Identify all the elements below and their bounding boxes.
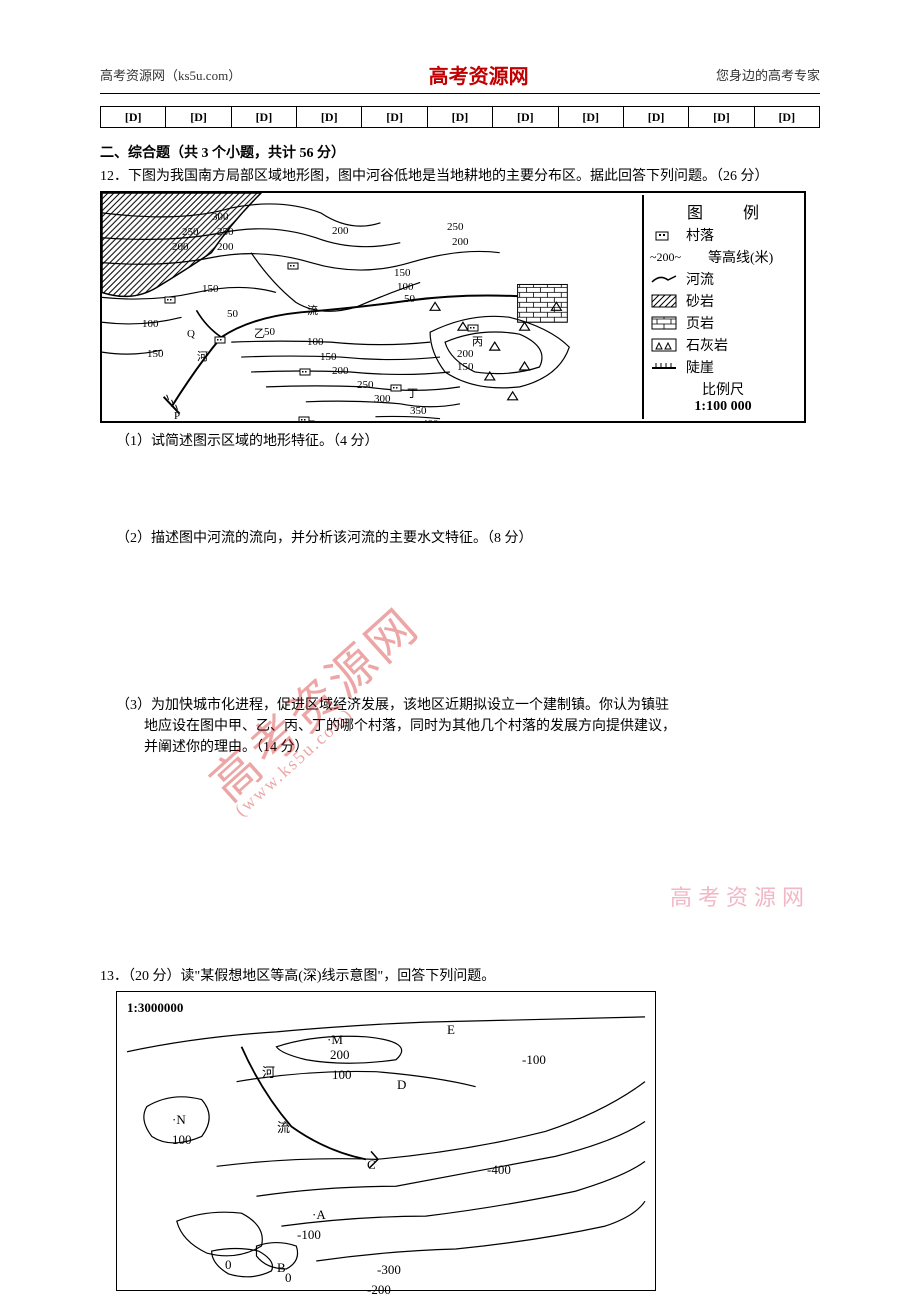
village-icon <box>214 333 226 343</box>
contour-label: 250 <box>357 379 374 391</box>
contour-label: 300 <box>374 393 391 405</box>
contour-label: 50 <box>404 293 415 305</box>
bubble-cell: [D] <box>493 107 558 127</box>
legend-village: 村落 <box>650 225 796 245</box>
contour-label: 200 <box>172 241 189 253</box>
contour-label: 丁 <box>407 385 418 401</box>
map2-label: ·A <box>312 1207 326 1223</box>
legend-shale: 页岩 <box>650 313 796 333</box>
bubble-cell: [D] <box>166 107 231 127</box>
answer-bubble-row: [D][D][D][D][D][D][D][D][D][D][D] <box>100 106 820 128</box>
contour-label: 200 <box>452 236 469 248</box>
contour-label: 150 <box>202 283 219 295</box>
contour-label: 100 <box>142 318 159 330</box>
legend-river: 河流 <box>650 269 796 289</box>
contour-label: 100 <box>397 281 414 293</box>
watermark-pink: 高考资源网 <box>670 880 810 912</box>
map2-label: 流 <box>277 1117 290 1136</box>
map2-label: ·N <box>172 1112 186 1128</box>
contour-label: 150 <box>394 267 411 279</box>
contour-label: 150 <box>147 348 164 360</box>
legend-cliff: 陡崖 <box>650 357 796 377</box>
map-1-legend: 图 例 村落 ~200~ 等高线(米) 河流 砂岩 页岩 石灰岩 陡崖 <box>642 195 802 419</box>
map2-label: -100 <box>297 1227 321 1243</box>
q12-intro: 12．下图为我国南方局部区域地形图，图中河谷低地是当地耕地的主要分布区。据此回答… <box>100 166 820 187</box>
map-1-figure: 图 例 村落 ~200~ 等高线(米) 河流 砂岩 页岩 石灰岩 陡崖 <box>100 191 806 423</box>
village-icon <box>299 365 311 375</box>
bubble-cell: [D] <box>232 107 297 127</box>
contour-label: 50 <box>227 308 238 320</box>
header-left: 高考资源网（ks5u.com） <box>100 65 241 84</box>
map2-label: 河 <box>262 1062 275 1081</box>
map2-label: -400 <box>487 1162 511 1178</box>
map2-label: 0 <box>225 1257 232 1273</box>
contour-label: 150 <box>457 361 474 373</box>
map2-label: 200 <box>330 1047 350 1063</box>
contour-label: 丙 <box>472 333 483 349</box>
bubble-cell: [D] <box>689 107 754 127</box>
map2-label: -100 <box>522 1052 546 1068</box>
legend-limestone: 石灰岩 <box>650 335 796 355</box>
map2-label: C <box>367 1157 376 1173</box>
contour-label: 350 <box>410 405 427 417</box>
bubble-cell: [D] <box>101 107 166 127</box>
contour-label: 50 <box>264 326 275 338</box>
legend-title: 图 例 <box>650 199 796 223</box>
contour-label: 河 <box>197 348 208 364</box>
village-icon <box>390 381 402 391</box>
bubble-cell: [D] <box>755 107 819 127</box>
q12-sub3: （3）为加快城市化进程，促进区域经济发展，该地区近期拟设立一个建制镇。你认为镇驻… <box>116 695 820 758</box>
map2-label: 0 <box>285 1270 292 1286</box>
map2-label: ·M <box>327 1032 343 1048</box>
contour-label: 200 <box>457 348 474 360</box>
contour-label: 250 <box>217 226 234 238</box>
map-2-figure: 1:3000000 ·M200 E 100 D ·N 100 河流 C -400 -100 ·A -1… <box>116 991 656 1291</box>
contour-label: 400 <box>422 418 439 423</box>
map2-label: D <box>397 1077 406 1093</box>
map-2-svg <box>117 992 655 1291</box>
contour-label: 200 <box>332 365 349 377</box>
bubble-cell: [D] <box>428 107 493 127</box>
contour-label: 200 <box>217 241 234 253</box>
contour-label: 250 <box>447 221 464 233</box>
legend-contour: ~200~ 等高线(米) <box>650 247 796 267</box>
header-right: 您身边的高考专家 <box>716 65 820 84</box>
contour-label: 150 <box>320 351 337 363</box>
village-icon <box>287 259 299 269</box>
contour-label: 100 <box>307 336 324 348</box>
map2-label: 100 <box>172 1132 192 1148</box>
map2-label: E <box>447 1022 455 1038</box>
q13-intro: 13．（20 分）读"某假想地区等高(深)线示意图"，回答下列问题。 <box>100 966 820 987</box>
contour-label: P <box>174 410 180 422</box>
contour-label: 200 <box>332 225 349 237</box>
bubble-cell: [D] <box>559 107 624 127</box>
contour-label: 250 <box>182 226 199 238</box>
legend-sandstone: 砂岩 <box>650 291 796 311</box>
q12-sub2: （2）描述图中河流的流向，并分析该河流的主要水文特征。（8 分） <box>116 528 820 549</box>
contour-label: 300 <box>212 211 229 223</box>
section-2-title: 二、综合题（共 3 个小题，共计 56 分） <box>100 142 820 162</box>
bubble-cell: [D] <box>624 107 689 127</box>
bubble-cell: [D] <box>297 107 362 127</box>
contour-label: Q <box>187 328 195 340</box>
map2-label: 100 <box>332 1067 352 1083</box>
village-icon <box>298 413 310 423</box>
bubble-cell: [D] <box>362 107 427 127</box>
map2-label: -300 <box>377 1262 401 1278</box>
map2-label: -200 <box>367 1282 391 1298</box>
village-icon <box>164 293 176 303</box>
q12-sub1: （1）试简述图示区域的地形特征。（4 分） <box>116 431 820 452</box>
village-icon <box>467 321 479 331</box>
header-center: 高考资源网 <box>429 60 529 89</box>
map2-scale: 1:3000000 <box>127 1000 183 1016</box>
page-header: 高考资源网（ks5u.com） 高考资源网 您身边的高考专家 <box>100 60 820 94</box>
contour-label: 流 <box>307 302 318 318</box>
legend-scale: 比例尺 1:100 000 <box>650 379 796 415</box>
